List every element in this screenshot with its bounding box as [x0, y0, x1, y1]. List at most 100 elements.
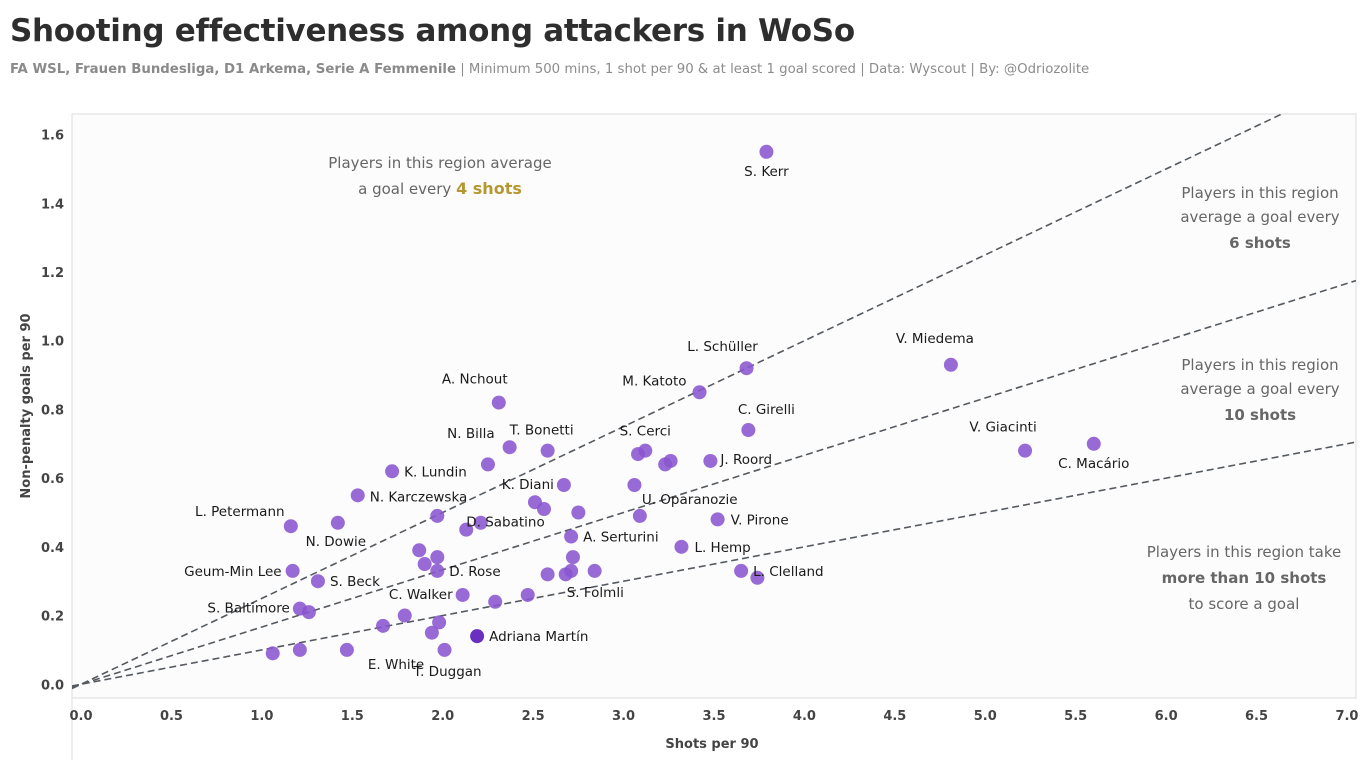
y-tick-label: 0.6: [41, 472, 64, 487]
x-tick-label: 3.5: [702, 709, 725, 724]
x-tick-label: 3.0: [612, 709, 635, 724]
annotation-text: average a goal every: [1180, 208, 1339, 226]
y-tick-label: 0.0: [41, 678, 64, 693]
x-tick-label: 7.0: [1335, 709, 1358, 724]
point-label: N. Karczewska: [370, 489, 468, 505]
y-tick-label: 1.2: [41, 266, 64, 281]
point-geum-min-lee: [285, 563, 300, 578]
point-label: V. Pirone: [731, 512, 789, 528]
annotation-emphasis: 10 shots: [1224, 406, 1296, 424]
chart-subtitle: FA WSL, Frauen Bundesliga, D1 Arkema, Se…: [10, 62, 1089, 77]
annotation-emphasis: 6 shots: [1229, 234, 1291, 252]
x-tick-label: 1.5: [341, 709, 364, 724]
point-unlabeled-29: [459, 522, 474, 537]
x-tick-label: 1.0: [250, 709, 273, 724]
point-n-billa: [502, 440, 517, 455]
point-label: N. Dowie: [306, 534, 366, 550]
y-tick-label: 0.4: [41, 541, 64, 556]
annotation-emphasis: more than 10 shots: [1162, 569, 1327, 587]
point-unlabeled-15: [480, 457, 495, 472]
annotation-text: Players in this region: [1181, 184, 1338, 202]
point-k-diani: [556, 478, 571, 493]
y-axis-title: Non-penalty goals per 90: [19, 313, 34, 498]
point-j-roord: [703, 453, 718, 468]
point-label: S. Cerci: [620, 424, 671, 440]
point-n-karczewska: [350, 488, 365, 503]
point-t-duggan: [437, 642, 452, 657]
point-label: D. Rose: [449, 564, 500, 580]
y-tick-label: 0.2: [41, 610, 64, 625]
point-unlabeled-42: [540, 567, 555, 582]
point-l-sch-ller: [739, 361, 754, 376]
point-unlabeled-49: [301, 605, 316, 620]
point-s-beck: [310, 574, 325, 589]
x-tick-label: 6.5: [1245, 709, 1268, 724]
point-s-folmli: [520, 587, 535, 602]
point-label: L. Petermann: [195, 504, 285, 520]
point-l-petermann: [283, 519, 298, 534]
y-tick-label: 1.4: [41, 197, 64, 212]
point-unlabeled-40: [587, 563, 602, 578]
point-label: S. Baltimore: [207, 601, 289, 617]
point-unlabeled-18: [627, 478, 642, 493]
reference-line-10-shots: [72, 441, 1356, 687]
point-label: M. Katoto: [622, 373, 686, 389]
x-tick-label: 4.5: [883, 709, 906, 724]
point-label: A. Nchout: [442, 372, 508, 388]
x-tick-label: 0.5: [160, 709, 183, 724]
x-tick-label: 5.0: [974, 709, 997, 724]
x-tick-label: 2.5: [522, 709, 545, 724]
reference-line-4-shots: [72, 114, 1284, 690]
point-c-mac-rio: [1086, 436, 1101, 451]
point-v-pirone: [710, 512, 725, 527]
annotation-text: a goal every 4 shots: [358, 179, 522, 198]
reference-line-6-shots: [72, 279, 1356, 688]
point-s-kerr: [759, 144, 774, 159]
point-label: T. Duggan: [412, 664, 481, 680]
point-label: S. Beck: [330, 574, 380, 590]
x-tick-label: 0.0: [70, 709, 93, 724]
y-tick-label: 0.8: [41, 403, 64, 418]
annotation-text: a goal every: [358, 180, 456, 198]
point-d-sabatino: [412, 543, 427, 558]
plot-area: [71, 113, 1357, 699]
x-tick-label: 6.0: [1155, 709, 1178, 724]
annotation-text: Players in this region take: [1147, 543, 1342, 561]
point-v-giacinti: [1018, 443, 1033, 458]
point-label: L. Clelland: [753, 564, 824, 580]
point-label: E. White: [368, 657, 424, 673]
point-unlabeled-11: [631, 447, 646, 462]
point-m-katoto: [692, 385, 707, 400]
point-unlabeled-33: [430, 550, 445, 565]
point-label: C. Walker: [389, 587, 453, 603]
y-tick-label: 1.6: [41, 129, 64, 144]
point-c-walker: [455, 587, 470, 602]
point-l-clelland: [734, 563, 749, 578]
x-tick-label: 4.0: [793, 709, 816, 724]
point-unlabeled-52: [376, 618, 391, 633]
point-unlabeled-51: [432, 615, 447, 630]
point-unlabeled-41: [558, 567, 573, 582]
point-k-lundin: [385, 464, 400, 479]
point-unlabeled-43: [750, 570, 765, 585]
point-label: C. Girelli: [738, 402, 795, 418]
x-tick-label: 2.0: [431, 709, 454, 724]
point-label: Adriana Martín: [489, 629, 588, 645]
x-tick-label: 5.5: [1064, 709, 1087, 724]
point-unlabeled-47: [488, 594, 503, 609]
point-label: V. Miedema: [896, 331, 974, 347]
point-c-girelli: [741, 423, 756, 438]
point-unlabeled-24: [430, 508, 445, 523]
annotation-text: Players in this region: [1181, 356, 1338, 374]
point-a-nchout: [491, 395, 506, 410]
chart-title: Shooting effectiveness among attackers i…: [10, 13, 855, 49]
point-unlabeled-56: [292, 642, 307, 657]
point-u-oparanozie: [632, 508, 647, 523]
point-unlabeled-22: [571, 505, 586, 520]
annotation-text: Players in this region average: [328, 154, 551, 172]
point-label: L. Hemp: [694, 540, 750, 556]
point-unlabeled-50: [397, 608, 412, 623]
point-label: K. Lundin: [404, 464, 467, 480]
point-unlabeled-14: [658, 457, 673, 472]
point-unlabeled-26: [473, 515, 488, 530]
